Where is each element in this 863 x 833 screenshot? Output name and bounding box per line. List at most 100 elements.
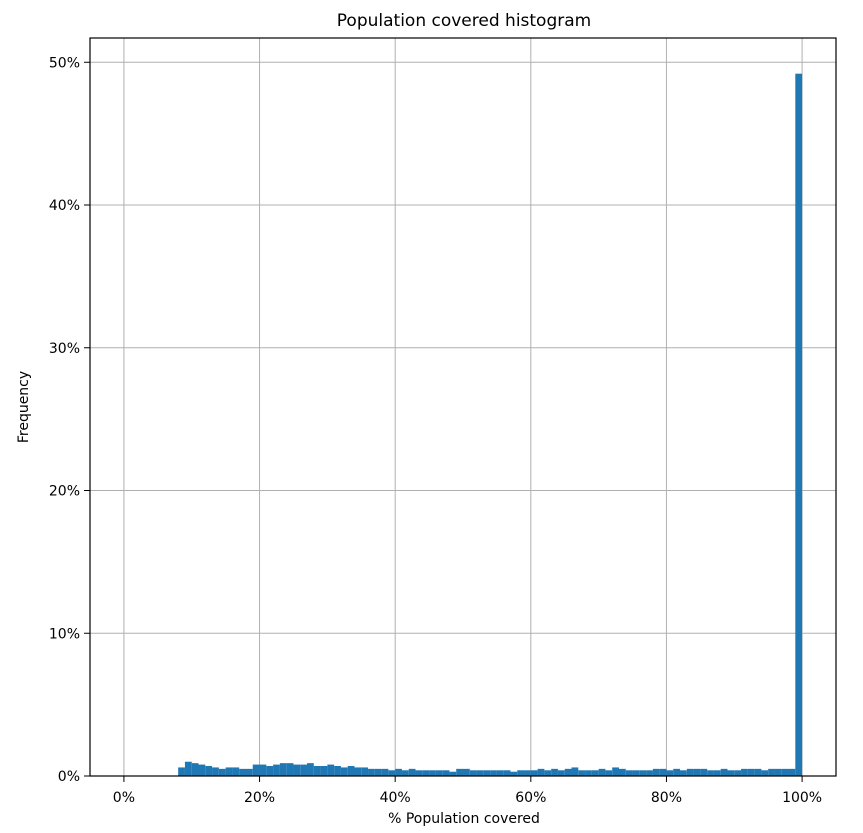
histogram-bar <box>530 770 538 776</box>
x-axis-title: % Population covered <box>388 811 540 827</box>
histogram-bar <box>408 768 416 776</box>
histogram-bar <box>741 768 748 776</box>
histogram-bar <box>320 766 328 776</box>
histogram-bar <box>205 766 213 776</box>
histogram-bar <box>618 768 626 776</box>
x-tick-label: 100% <box>782 790 822 806</box>
histogram-bar <box>239 768 246 776</box>
y-tick-label: 50% <box>49 55 80 71</box>
histogram-bar <box>551 768 558 776</box>
histogram-bar <box>435 770 443 776</box>
histogram-bar <box>273 764 280 776</box>
histogram-bar <box>313 766 321 776</box>
histogram-bar <box>524 770 531 776</box>
histogram-bar <box>605 770 613 776</box>
histogram-bar <box>218 768 226 776</box>
histogram-bar <box>673 768 681 776</box>
histogram-bar <box>496 770 504 776</box>
histogram-bar <box>184 761 192 776</box>
histogram-bar <box>727 770 735 776</box>
histogram-bar <box>693 768 701 776</box>
y-tick-label: 30% <box>49 341 80 357</box>
histogram-bar <box>463 768 470 776</box>
histogram-bar <box>191 763 199 776</box>
histogram-bar <box>401 770 409 776</box>
histogram-bar <box>225 767 233 776</box>
histogram-bar <box>585 770 592 776</box>
histogram-bar <box>469 770 477 776</box>
histogram-bar <box>632 770 640 776</box>
histogram-bars <box>178 73 803 777</box>
histogram-bar <box>490 770 497 776</box>
histogram-bar <box>334 766 341 776</box>
chart-title: Population covered histogram <box>337 11 591 31</box>
histogram-bar <box>232 767 240 776</box>
histogram-bar <box>388 770 396 776</box>
histogram-bar <box>252 764 260 776</box>
histogram-bar <box>700 768 708 776</box>
histogram-bar <box>198 764 206 776</box>
histogram-bar <box>503 770 511 776</box>
histogram-bar <box>374 768 382 776</box>
y-tick-label: 20% <box>49 484 80 500</box>
histogram-bar <box>781 768 789 776</box>
histogram-bar <box>713 770 721 776</box>
histogram-bar <box>774 768 782 776</box>
histogram-bar <box>354 767 362 776</box>
histogram-bar <box>686 768 694 776</box>
histogram-bar <box>666 770 674 776</box>
histogram-bar <box>788 768 796 776</box>
plot-frame <box>89 37 837 777</box>
histogram-bar <box>707 770 714 776</box>
histogram-bar <box>598 768 606 776</box>
histogram-bar <box>510 771 518 776</box>
histogram-bar <box>178 767 185 776</box>
histogram-bar <box>720 768 728 776</box>
y-tick-label: 10% <box>49 626 80 642</box>
histogram-bar <box>754 768 762 776</box>
histogram-bar <box>747 768 755 776</box>
y-tick-label: 40% <box>49 198 80 214</box>
histogram-bar <box>795 73 803 777</box>
histogram-bar <box>266 766 274 776</box>
histogram-bar <box>449 771 457 776</box>
histogram-bar <box>768 768 775 776</box>
axis-ticks: 0% 20% 40% 60% 80% 100% 0% 10% 20% 30% 40% 50% <box>49 55 822 806</box>
histogram-bar <box>652 768 660 776</box>
histogram-bar <box>395 768 402 776</box>
x-tick-label: 80% <box>651 790 682 806</box>
x-tick-label: 20% <box>244 790 275 806</box>
x-tick-label: 60% <box>515 790 546 806</box>
histogram-bar <box>571 767 579 776</box>
histogram-bar <box>422 770 430 776</box>
x-tick-label: 0% <box>113 790 135 806</box>
histogram-bar <box>734 770 742 776</box>
histogram-bar <box>564 768 572 776</box>
histogram-bar <box>578 770 586 776</box>
histogram-bar <box>639 770 647 776</box>
histogram-bar <box>557 770 565 776</box>
histogram-bar <box>286 763 294 776</box>
histogram-bar <box>327 764 335 776</box>
histogram-bar <box>517 770 525 776</box>
x-tick-label: 40% <box>380 790 411 806</box>
histogram-bar <box>245 768 253 776</box>
histogram-bar <box>347 766 355 776</box>
histogram-bar <box>680 770 687 776</box>
histogram-bar <box>300 764 308 776</box>
histogram-bar <box>537 768 545 776</box>
histogram-bar <box>483 770 491 776</box>
histogram-bar <box>591 770 599 776</box>
histogram-bar <box>212 767 219 776</box>
histogram-bar <box>381 768 389 776</box>
histogram-bar <box>429 770 436 776</box>
histogram-bar <box>307 763 314 776</box>
histogram-bar <box>456 768 463 776</box>
histogram-bar <box>442 770 450 776</box>
histogram-bar <box>612 767 619 776</box>
histogram-bar <box>293 764 301 776</box>
y-tick-label: 0% <box>58 769 80 785</box>
histogram-bar <box>259 764 267 776</box>
